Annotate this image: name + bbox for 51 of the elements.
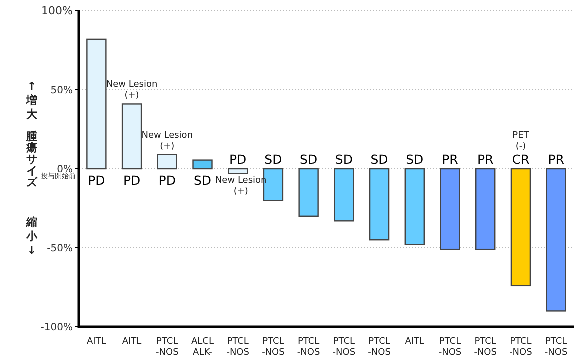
x-tick-label: PTCL -NOS [368,337,392,358]
annotation: PET (-) [512,131,530,152]
bar [440,168,460,250]
bar [157,154,178,170]
data-label: PR [477,152,494,167]
bar [546,168,566,312]
data-label: PD [88,173,106,188]
data-label: CR [512,152,530,167]
x-tick-label: AITL [122,337,142,347]
bar [298,168,319,217]
data-label: PR [548,152,565,167]
x-tick-label: PTCL -NOS [156,337,180,358]
data-label: SD [335,152,353,167]
data-label: PR [442,152,459,167]
x-tick-label: PTCL -NOS [510,337,533,358]
x-tick-label: AITL [87,337,106,347]
bar [369,168,390,241]
data-label: SD [264,152,282,167]
bar [334,168,354,222]
bar [404,168,425,246]
y-tick-label: 100% [42,4,73,18]
y-axis-title: 腫瘍サイズ [26,130,38,189]
x-tick-label: PTCL -NOS [297,337,320,358]
bar [228,168,248,174]
x-tick-label: PTCL -NOS [262,337,286,358]
x-tick-label: PTCL -NOS [544,337,568,358]
bar [476,168,496,250]
y-tick-label: -100% [40,322,73,334]
bar [510,168,532,287]
data-label: PD [230,152,247,167]
x-tick-label: ALCL ALK- [192,337,214,358]
data-label: PD [123,173,141,188]
y-tick-label: 50% [50,86,73,96]
bar [86,38,107,170]
text: ↑増大 [26,80,38,121]
x-tick-label: PTCL -NOS [474,337,498,358]
data-label: SD [194,173,212,188]
x-tick-label: AITL [405,337,425,347]
data-label: SD [300,152,318,167]
data-label: PD [158,173,176,188]
data-label: SD [406,152,424,167]
annotation: New Lesion (+) [106,80,158,102]
bar [122,104,142,170]
data-label: SD [370,152,388,167]
x-tick-label: PTCL -NOS [332,337,356,358]
annotation: New Lesion (+) [142,130,194,152]
text: 縮小↓ [26,216,38,257]
x-tick-label: PTCL -NOS [226,337,250,358]
x-tick-label: PTCL -NOS [438,337,462,358]
y-tick-label: -50% [47,244,73,254]
bar [192,160,213,170]
